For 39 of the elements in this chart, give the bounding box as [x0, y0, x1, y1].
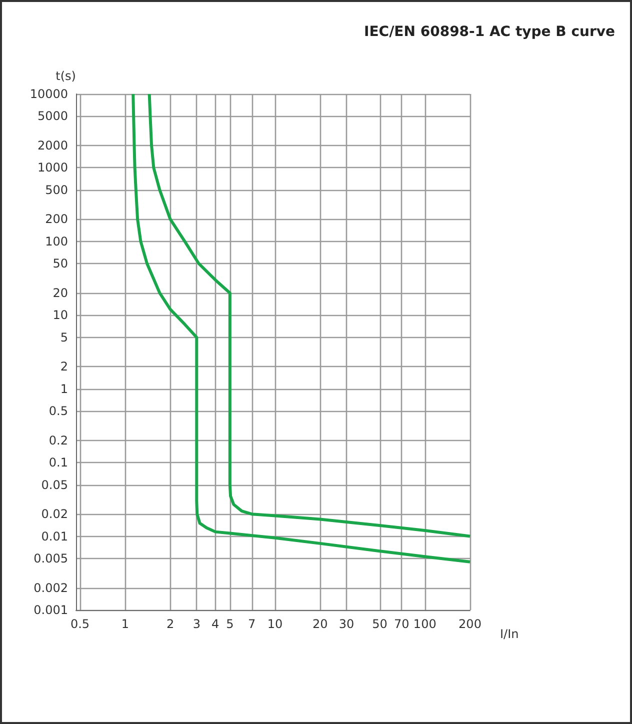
y-tick-label: 0.001 — [34, 603, 68, 617]
x-axis-title: I/In — [500, 627, 519, 641]
y-tick-label: 5000 — [37, 109, 68, 124]
chart-title: IEC/EN 60898-1 AC type B curve — [364, 24, 616, 40]
y-tick-label: 2 — [60, 360, 68, 374]
y-tick-label: 0.005 — [34, 551, 68, 566]
y-tick-label: 100 — [45, 234, 68, 248]
x-tick-label: 7 — [248, 617, 256, 631]
x-tick-label: 20 — [312, 617, 328, 631]
x-tick-label: 50 — [372, 617, 388, 631]
x-tick-label: 70 — [394, 617, 410, 631]
y-axis-title: t(s) — [56, 69, 76, 83]
y-tick-label: 50 — [52, 256, 68, 271]
y-tick-label: 10000 — [30, 87, 68, 101]
y-tick-label: 1 — [60, 382, 68, 396]
x-tick-label: 30 — [338, 617, 354, 631]
x-tick-label: 10 — [267, 617, 283, 631]
x-tick-label: 3 — [192, 617, 200, 631]
y-tick-label: 0.02 — [41, 507, 68, 522]
x-tick-label: 2 — [166, 617, 174, 631]
x-tick-label: 100 — [413, 617, 436, 631]
y-tick-label: 0.5 — [48, 404, 68, 418]
y-tick-label: 500 — [45, 182, 68, 197]
x-tick-label: 0.5 — [70, 617, 90, 631]
y-tick-label: 2000 — [37, 138, 68, 153]
y-tick-label: 0.05 — [41, 478, 68, 492]
y-tick-label: 200 — [45, 212, 68, 226]
y-tick-label: 5 — [60, 330, 68, 344]
x-tick-label: 1 — [121, 617, 129, 631]
x-tick-label: 4 — [212, 617, 220, 631]
y-tick-label: 0.002 — [34, 580, 68, 595]
y-tick-label: 1000 — [37, 160, 68, 175]
x-tick-label: 5 — [226, 617, 234, 631]
y-tick-label: 0.1 — [48, 456, 68, 470]
y-tick-label: 20 — [52, 286, 68, 300]
y-tick-label: 10 — [52, 308, 68, 322]
y-tick-label: 0.01 — [41, 529, 68, 544]
x-tick-label: 200 — [458, 617, 482, 631]
y-tick-label: 0.2 — [48, 433, 68, 448]
